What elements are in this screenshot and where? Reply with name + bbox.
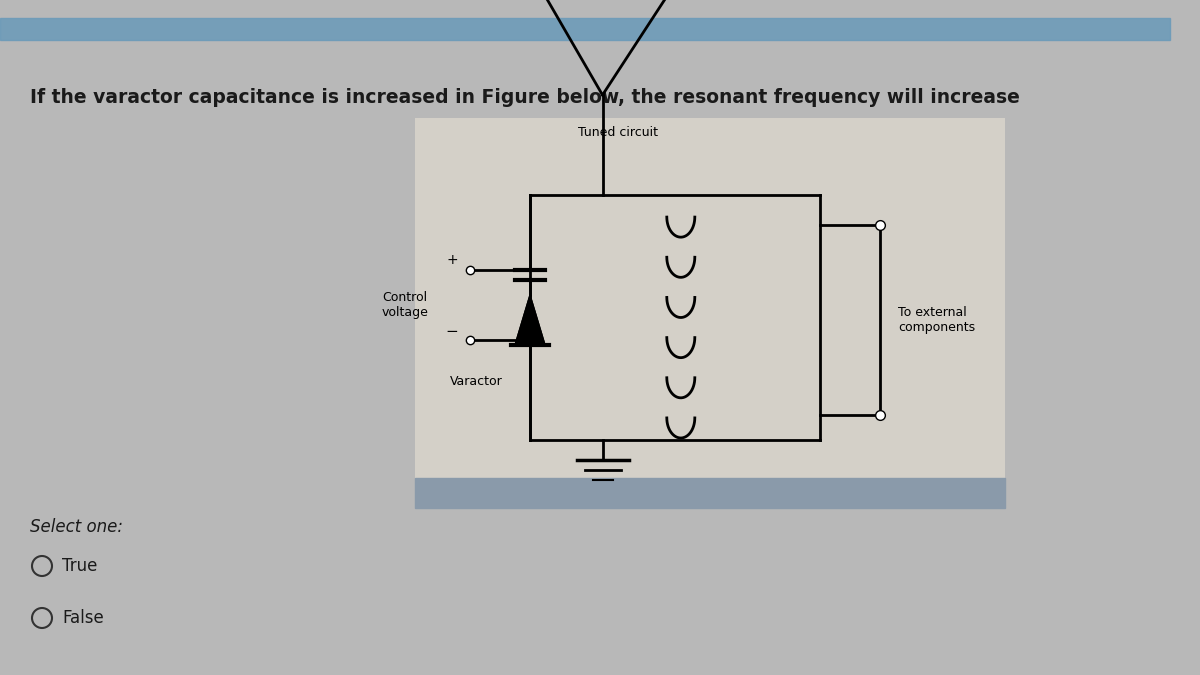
Text: False: False	[62, 609, 103, 627]
Text: Tuned circuit: Tuned circuit	[577, 126, 658, 139]
Text: If the varactor capacitance is increased in Figure below, the resonant frequency: If the varactor capacitance is increased…	[30, 88, 1020, 107]
Text: Control
voltage: Control voltage	[382, 291, 428, 319]
Text: +: +	[446, 253, 458, 267]
Text: To external
components: To external components	[898, 306, 976, 334]
Text: True: True	[62, 557, 97, 575]
Bar	[415, 478, 1006, 508]
Bar	[0, 18, 1170, 40]
Text: −: −	[445, 324, 458, 339]
Polygon shape	[515, 295, 545, 345]
Bar	[415, 118, 1006, 508]
Text: Varactor: Varactor	[450, 375, 503, 388]
Text: Select one:: Select one:	[30, 518, 124, 536]
